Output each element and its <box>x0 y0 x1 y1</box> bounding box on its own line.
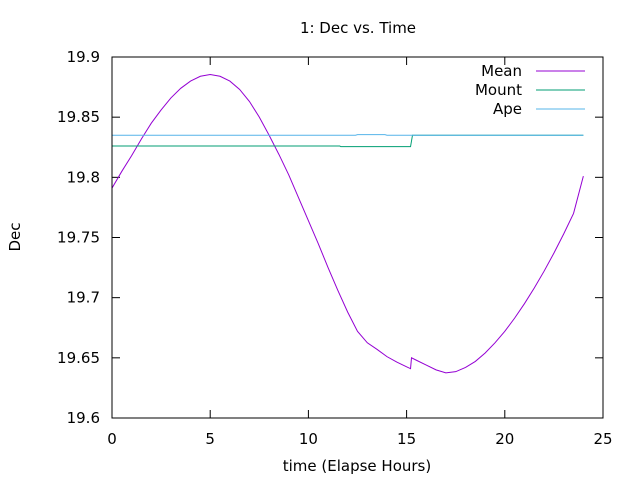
y-tick-label: 19.65 <box>57 349 100 367</box>
y-tick-label: 19.6 <box>67 409 100 427</box>
legend-label-mean: Mean <box>481 62 522 80</box>
x-tick-label: 10 <box>299 430 318 448</box>
y-tick-label: 19.75 <box>57 229 100 247</box>
series-line-ape <box>112 134 584 136</box>
x-tick-label: 0 <box>107 430 117 448</box>
x-tick-label: 25 <box>593 430 612 448</box>
series-line-mean <box>111 73 584 374</box>
series-line-mount <box>112 134 584 148</box>
x-tick-label: 20 <box>495 430 514 448</box>
legend-label-mount: Mount <box>475 81 522 99</box>
x-tick-label: 15 <box>397 430 416 448</box>
x-axis-title: time (Elapse Hours) <box>283 457 431 475</box>
x-tick-label: 5 <box>205 430 215 448</box>
y-tick-label: 19.85 <box>57 108 100 126</box>
y-tick-label: 19.8 <box>67 168 100 186</box>
series-lines <box>111 73 584 374</box>
y-tick-label: 19.7 <box>67 289 100 307</box>
legend-label-ape: Ape <box>493 100 522 118</box>
plot-frame <box>111 56 604 419</box>
y-axis-title: Dec <box>6 222 24 251</box>
y-tick-label: 19.9 <box>67 48 100 66</box>
chart-title: 1: Dec vs. Time <box>300 19 416 37</box>
axis-ticks: 0 5 10 15 20 25 19.6 19.65 19.7 19.75 19.8 19.85 19.… <box>57 48 613 448</box>
